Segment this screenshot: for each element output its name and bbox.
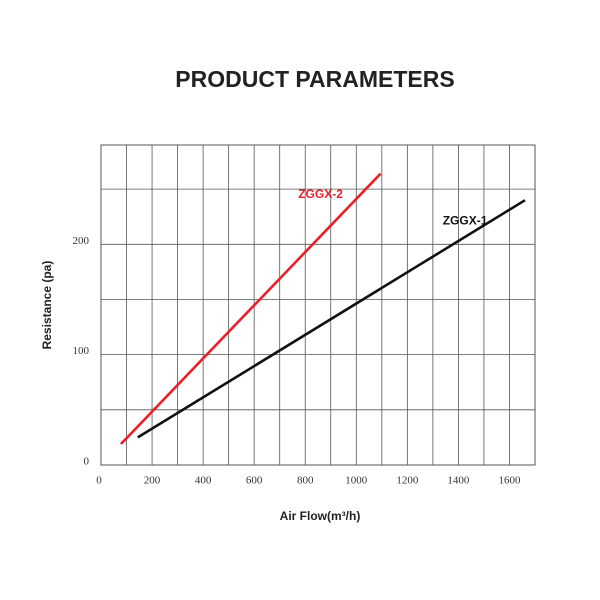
x-tick-label: 1000 [345,475,368,487]
x-tick-label: 1200 [396,475,419,487]
y-tick-label: 100 [73,345,90,357]
x-tick-label: 1600 [498,475,521,487]
data-line [137,199,526,439]
series-label: ZGGX-1 [443,213,488,227]
data-line [119,172,382,445]
y-axis-label: Resistance (pa) [40,261,54,350]
x-tick-label: 1400 [447,475,470,487]
x-tick-label: 0 [96,475,102,487]
x-axis-label: Air Flow(m³/h) [280,509,361,523]
x-tick-label: 600 [246,475,263,487]
x-tick-label: 800 [297,475,314,487]
x-tick-label: 200 [144,475,161,487]
y-tick-label: 200 [73,235,90,247]
x-tick-label: 400 [195,475,212,487]
chart-title: PRODUCT PARAMETERS [175,66,454,92]
plot-border [100,144,536,466]
y-tick-label: 0 [84,456,90,468]
series-label: ZGGX-2 [298,187,343,201]
